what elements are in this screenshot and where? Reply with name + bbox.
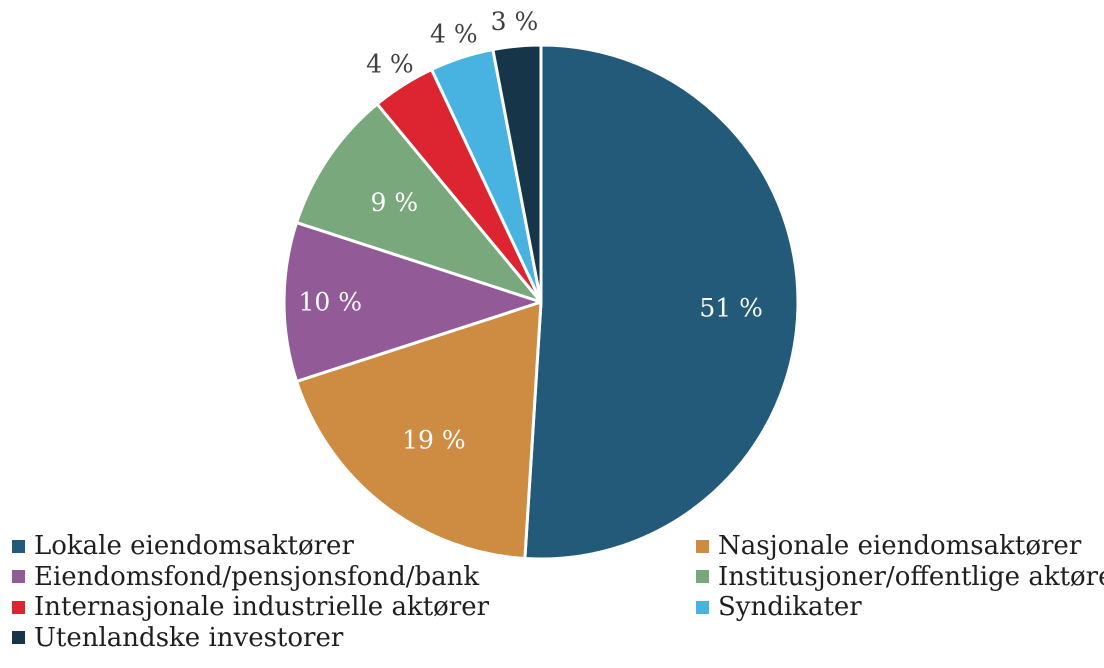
legend-swatch <box>696 539 709 553</box>
legend: Lokale eiendomsaktører Nasjonale eiendoms… <box>12 531 1104 668</box>
data-label: 4 % <box>430 19 478 48</box>
pie-slice <box>295 102 543 304</box>
data-label: 3 % <box>491 7 539 36</box>
legend-label: Institusjoner/offentlige aktører <box>718 561 1104 592</box>
pie-slice <box>491 43 543 304</box>
pie-slice <box>282 221 543 383</box>
pie-slice <box>523 43 800 561</box>
legend-label: Utenlandske investorer <box>34 622 344 653</box>
legend-swatch <box>696 600 709 614</box>
legend-item: Lokale eiendomsaktører <box>12 531 354 561</box>
pie-slice <box>295 300 543 560</box>
data-label: 19 % <box>402 426 466 455</box>
legend-item: Institusjoner/offentlige aktører <box>696 562 1104 592</box>
legend-item: Eiendomsfond/pensjonsfond/bank <box>12 562 479 592</box>
legend-item: Nasjonale eiendomsaktører <box>696 531 1081 561</box>
legend-label: Nasjonale eiendomsaktører <box>718 531 1082 561</box>
data-label: 10 % <box>299 288 363 317</box>
legend-item: Utenlandske investorer <box>12 623 343 653</box>
legend-swatch <box>12 600 25 614</box>
legend-swatch <box>12 631 25 644</box>
data-label: 4 % <box>366 49 414 78</box>
legend-item: Internasjonale industrielle aktører <box>12 592 489 622</box>
legend-label: Lokale eiendomsaktører <box>34 531 354 561</box>
legend-swatch <box>12 570 25 583</box>
legend-swatch <box>696 570 709 583</box>
legend-item: Syndikater <box>696 592 862 622</box>
legend-label: Syndikater <box>718 592 862 622</box>
legend-label: Internasjonale industrielle aktører <box>34 592 490 622</box>
data-label: 9 % <box>371 188 419 217</box>
data-label: 51 % <box>699 293 763 322</box>
legend-label: Eiendomsfond/pensjonsfond/bank <box>34 561 480 592</box>
legend-swatch <box>12 539 25 553</box>
